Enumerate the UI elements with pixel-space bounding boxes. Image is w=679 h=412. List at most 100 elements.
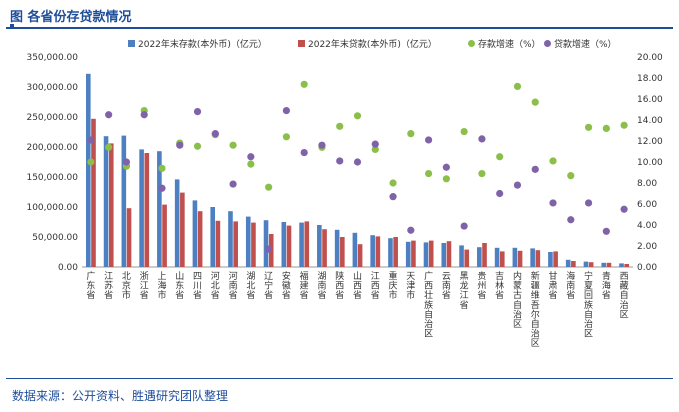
loan-bar (304, 221, 310, 267)
category-label: 广东省 (86, 270, 95, 301)
deposit-growth-point (496, 153, 504, 161)
loan-bar (91, 118, 96, 267)
category-label: 青海省 (602, 270, 611, 301)
chart-header: 图 各省份存贷款情况 (6, 2, 673, 29)
deposit-growth-point (442, 175, 450, 183)
deposit-bar (334, 229, 340, 267)
loan-growth-point (549, 199, 557, 207)
loan-growth-point (442, 163, 450, 171)
deposit-loan-chart: 0.00 50,000.00 100,000.00 150,000.00 200,000… (26, 38, 663, 349)
loan-growth-point (282, 106, 290, 115)
loan-growth-point (176, 141, 184, 149)
y-left-tick-label: 350,000.00 (26, 53, 78, 63)
loan-bar (180, 192, 185, 267)
loan-growth-point (105, 111, 113, 119)
deposit-growth-point (620, 121, 628, 129)
deposit-bar (441, 243, 447, 267)
category-label: 辽宁省 (264, 271, 273, 301)
category-label: 福建省 (300, 270, 309, 301)
deposit-bar (548, 252, 553, 267)
deposit-bar (139, 149, 144, 267)
loan-growth-point (602, 227, 610, 235)
loan-growth-point (300, 148, 308, 157)
loan-bar (446, 241, 452, 267)
y-right-tick-label: 10.00 (637, 158, 663, 168)
loan-bar (108, 143, 114, 267)
deposit-bar (192, 200, 198, 267)
deposit-growth-point (247, 160, 255, 168)
deposit-bar (405, 241, 411, 267)
loan-bar (251, 222, 256, 267)
loan-growth-point (193, 108, 202, 116)
loan-growth-point (353, 158, 362, 166)
deposit-bar (494, 247, 500, 267)
deposit-growth-point (336, 122, 344, 130)
deposit-bar (370, 235, 375, 267)
loan-growth-point (122, 158, 131, 166)
category-label: 陕西省 (335, 270, 344, 301)
category-label: 重庆市 (389, 270, 398, 301)
loan-growth-point (336, 157, 344, 165)
deposit-bar (103, 136, 109, 267)
category-label: 湖北省 (246, 271, 255, 301)
deposit-growth-point (282, 133, 290, 141)
deposit-growth-point (193, 142, 202, 150)
legend-label: 存款增速（%） (478, 38, 541, 50)
deposit-growth-point (158, 164, 166, 172)
loan-growth-point (567, 216, 575, 224)
deposit-growth-point (389, 179, 397, 187)
category-label: 宁夏回族自治区 (584, 270, 593, 340)
loan-bar (535, 250, 541, 267)
data-source: 数据来源：公开资料、胜遇研究团队整理 (12, 389, 229, 403)
category-label: 河南省 (229, 270, 238, 301)
loan-growth-point (229, 180, 237, 188)
loan-growth-point (87, 136, 95, 144)
y-left-tick-label: 100,000.00 (26, 203, 78, 213)
loan-growth-point (460, 222, 468, 230)
deposit-bar (583, 261, 589, 267)
loan-bar (588, 262, 594, 267)
deposit-growth-point (602, 124, 610, 132)
deposit-bar (601, 262, 607, 267)
deposit-bar (263, 220, 269, 267)
legend-swatch (544, 40, 551, 47)
deposit-bar (619, 263, 624, 267)
category-label: 河北省 (211, 270, 220, 301)
loan-bar (162, 204, 167, 267)
category-label: 山东省 (175, 271, 184, 301)
legend-label: 2022年末存款(本外币)（亿元） (138, 38, 267, 50)
loan-bar (553, 251, 558, 267)
deposit-bar (512, 247, 518, 267)
category-label: 甘肃省 (549, 270, 558, 301)
footer-rule (6, 378, 673, 379)
loan-growth-point (425, 136, 433, 144)
legend-swatch (468, 40, 475, 47)
category-label: 安徽省 (282, 270, 291, 301)
deposit-bar (317, 225, 322, 267)
chart-footer: 数据来源：公开资料、胜遇研究团队整理 (6, 378, 673, 404)
category-label: 广西壮族自治区 (424, 270, 433, 340)
deposit-growth-point (584, 123, 593, 131)
loan-growth-point (513, 181, 522, 189)
legend-swatch (128, 40, 135, 47)
y-right-tick-label: 8.00 (637, 179, 657, 189)
loan-bar (606, 262, 612, 267)
loan-bar (233, 221, 238, 267)
loan-bar (322, 229, 327, 267)
category-label: 云南省 (442, 272, 451, 301)
y-left-tick-label: 50,000.00 (32, 233, 78, 243)
loan-bar (357, 244, 363, 267)
deposit-growth-point (567, 172, 575, 180)
deposit-growth-point (425, 169, 433, 178)
loan-bar (624, 264, 630, 267)
y-left-tick-label: 0.00 (58, 263, 78, 273)
deposit-bar (85, 73, 91, 267)
loan-growth-point (496, 189, 504, 198)
loan-growth-point (140, 111, 148, 119)
category-label: 浙江省 (140, 270, 149, 301)
category-label: 上海市 (157, 271, 166, 301)
loan-bar (126, 208, 132, 267)
loan-bar (375, 236, 381, 267)
deposit-growth-point (513, 82, 522, 90)
category-label: 内蒙古自治区 (513, 270, 522, 330)
